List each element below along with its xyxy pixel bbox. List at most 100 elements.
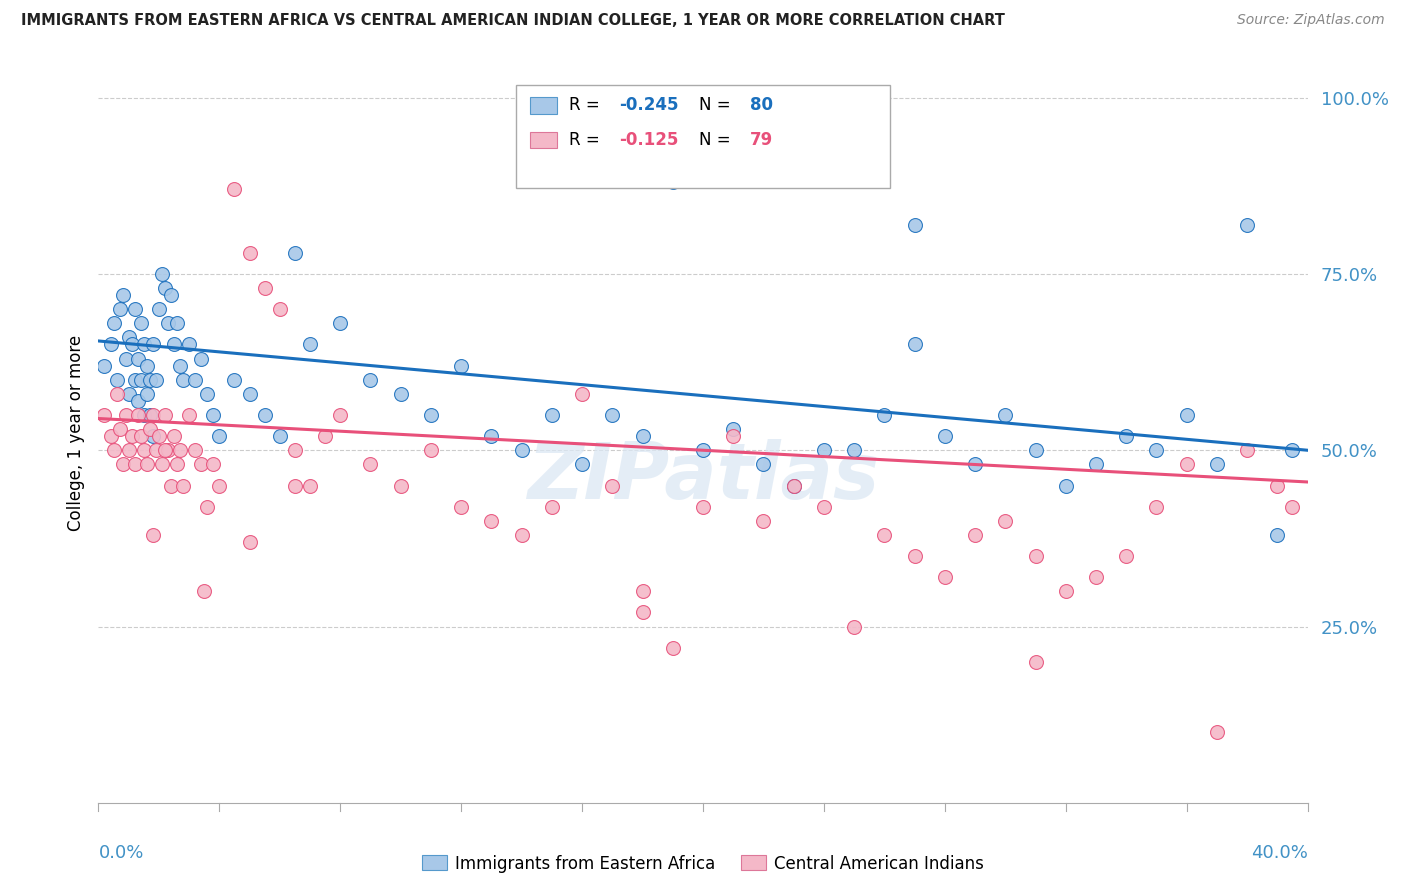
Point (103, 443, 125, 458)
Point (179, 408, 201, 422)
Point (420, 408, 443, 422)
Point (1236, 443, 1258, 458)
Point (1267, 478, 1289, 492)
Point (239, 245, 262, 260)
Point (1085, 570, 1108, 584)
Point (329, 316, 352, 330)
Point (132, 337, 155, 351)
Point (269, 302, 291, 317)
Point (965, 458, 987, 472)
Point (108, 302, 131, 317)
Point (121, 337, 143, 351)
Point (121, 429, 143, 443)
Point (105, 387, 128, 401)
Point (420, 443, 443, 458)
Point (1267, 528, 1289, 542)
Point (1281, 443, 1303, 458)
Point (994, 408, 1017, 422)
Point (153, 443, 176, 458)
Point (135, 458, 157, 472)
Point (124, 458, 146, 472)
Point (1024, 655, 1046, 669)
Point (100, 429, 122, 443)
Point (389, 387, 412, 401)
Point (329, 408, 352, 422)
Point (873, 528, 896, 542)
FancyBboxPatch shape (516, 85, 890, 188)
Point (93, 359, 115, 373)
Text: Source: ZipAtlas.com: Source: ZipAtlas.com (1237, 13, 1385, 28)
Point (1175, 458, 1198, 472)
Point (145, 373, 167, 387)
Text: R =: R = (569, 96, 605, 114)
Point (783, 478, 806, 492)
Point (631, 606, 654, 620)
Point (135, 387, 157, 401)
Legend: Immigrants from Eastern Africa, Central American Indians: Immigrants from Eastern Africa, Central … (415, 848, 991, 880)
Point (105, 373, 128, 387)
Point (100, 337, 122, 351)
Text: N =: N = (699, 131, 737, 149)
Point (1115, 429, 1137, 443)
Point (239, 387, 262, 401)
Point (139, 422, 162, 436)
Point (481, 514, 503, 528)
Point (150, 458, 173, 472)
Point (153, 281, 176, 295)
Point (169, 443, 191, 458)
Point (145, 443, 167, 458)
Point (299, 337, 322, 351)
Point (224, 182, 246, 196)
Text: IMMIGRANTS FROM EASTERN AFRICA VS CENTRAL AMERICAN INDIAN COLLEGE, 1 YEAR OR MOR: IMMIGRANTS FROM EASTERN AFRICA VS CENTRA… (21, 13, 1005, 29)
Point (994, 514, 1017, 528)
Point (284, 443, 307, 458)
Point (602, 478, 624, 492)
Point (163, 429, 186, 443)
Point (752, 514, 775, 528)
Text: 80: 80 (751, 96, 773, 114)
Point (142, 528, 165, 542)
Point (195, 387, 218, 401)
Point (1175, 408, 1198, 422)
FancyBboxPatch shape (530, 132, 557, 148)
Point (169, 359, 191, 373)
Point (1144, 500, 1167, 514)
Point (661, 640, 683, 655)
Point (190, 351, 212, 366)
Point (148, 429, 170, 443)
Text: 40.0%: 40.0% (1251, 844, 1308, 862)
Text: -0.245: -0.245 (620, 96, 679, 114)
Point (127, 408, 149, 422)
Point (150, 267, 173, 281)
Point (540, 408, 562, 422)
Point (314, 429, 336, 443)
Text: N =: N = (699, 96, 737, 114)
Point (965, 528, 987, 542)
Point (450, 359, 472, 373)
Point (1054, 478, 1077, 492)
Point (190, 458, 212, 472)
Point (111, 458, 134, 472)
Point (253, 281, 276, 295)
Point (195, 500, 218, 514)
Point (208, 429, 231, 443)
Text: -0.125: -0.125 (620, 131, 679, 149)
Point (1206, 458, 1229, 472)
Point (752, 458, 775, 472)
Point (1024, 549, 1046, 563)
Point (873, 408, 896, 422)
Point (160, 288, 183, 302)
Point (132, 443, 155, 458)
Point (129, 373, 152, 387)
Point (156, 316, 179, 330)
Point (184, 373, 207, 387)
Point (103, 316, 125, 330)
Point (783, 478, 806, 492)
Point (631, 584, 654, 599)
Point (844, 619, 866, 633)
Point (160, 478, 183, 492)
Point (1236, 218, 1258, 232)
Point (389, 478, 412, 492)
Point (1085, 458, 1108, 472)
Point (129, 429, 152, 443)
